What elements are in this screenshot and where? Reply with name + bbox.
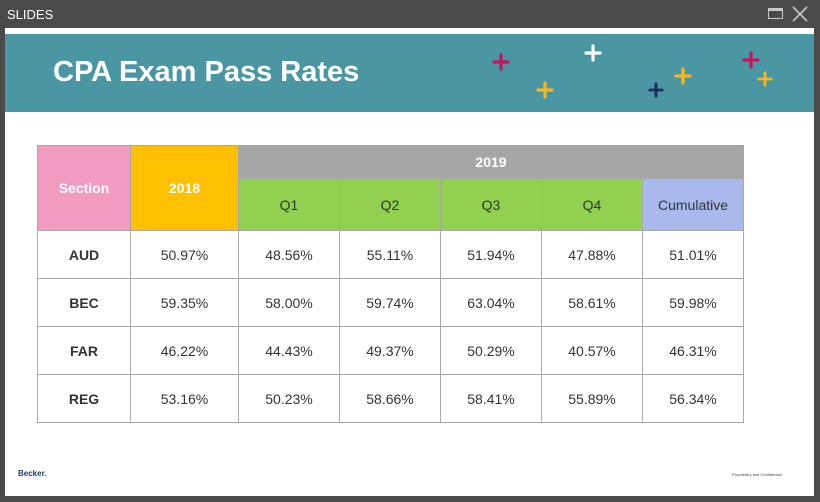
- cell-2018: 46.22%: [130, 326, 239, 375]
- plus-sparkle-icon: [742, 51, 760, 69]
- cell-cumulative: 59.98%: [642, 278, 744, 327]
- cell-cumulative: 51.01%: [642, 230, 744, 279]
- plus-sparkle-icon: [584, 44, 602, 62]
- table-row: AUD 50.97% 48.56% 55.11% 51.94% 47.88% 5…: [37, 230, 744, 279]
- plus-sparkle-icon: [757, 71, 773, 87]
- year-2018-header: 2018: [130, 145, 239, 231]
- plus-sparkle-icon: [648, 82, 664, 98]
- cell-q2: 55.11%: [339, 230, 441, 279]
- cell-q2: 58.66%: [339, 374, 441, 423]
- cell-q2: 59.74%: [339, 278, 441, 327]
- cumulative-header: Cumulative: [642, 178, 744, 231]
- maximize-icon: [768, 8, 783, 19]
- plus-sparkle-icon: [674, 67, 692, 85]
- cell-2018: 50.97%: [130, 230, 239, 279]
- q1-header: Q1: [238, 178, 340, 231]
- q2-header: Q2: [339, 178, 441, 231]
- cell-q3: 63.04%: [440, 278, 542, 327]
- cell-2018: 53.16%: [130, 374, 239, 423]
- table-row: FAR 46.22% 44.43% 49.37% 50.29% 40.57% 4…: [37, 326, 744, 375]
- slide-canvas: CPA Exam Pass Rates Section 2018 2019 Q1…: [5, 28, 814, 496]
- cell-cumulative: 46.31%: [642, 326, 744, 375]
- cell-q1: 50.23%: [238, 374, 340, 423]
- q4-header: Q4: [541, 178, 643, 231]
- cell-q3: 58.41%: [440, 374, 542, 423]
- cell-q4: 47.88%: [541, 230, 643, 279]
- cell-q1: 48.56%: [238, 230, 340, 279]
- close-button[interactable]: [791, 6, 809, 22]
- plus-sparkle-icon: [536, 81, 554, 99]
- q3-header: Q3: [440, 178, 542, 231]
- section-header: Section: [37, 145, 131, 231]
- cell-q4: 55.89%: [541, 374, 643, 423]
- table-row: BEC 59.35% 58.00% 59.74% 63.04% 58.61% 5…: [37, 278, 744, 327]
- row-section: REG: [37, 374, 131, 423]
- cell-q1: 44.43%: [238, 326, 340, 375]
- cell-q4: 40.57%: [541, 326, 643, 375]
- close-icon: [792, 6, 808, 22]
- cell-q2: 49.37%: [339, 326, 441, 375]
- table-row: REG 53.16% 50.23% 58.66% 58.41% 55.89% 5…: [37, 374, 744, 423]
- becker-logo: Becker.: [18, 469, 47, 478]
- row-section: FAR: [37, 326, 131, 375]
- pass-rates-table: Section 2018 2019 Q1 Q2 Q3 Q4 Cumulative…: [37, 145, 744, 423]
- cell-q3: 51.94%: [440, 230, 542, 279]
- window-title: SLIDES: [7, 7, 54, 22]
- cell-q3: 50.29%: [440, 326, 542, 375]
- cell-q1: 58.00%: [238, 278, 340, 327]
- slide-title: CPA Exam Pass Rates: [53, 56, 360, 88]
- plus-sparkle-icon: [492, 53, 510, 71]
- row-section: BEC: [37, 278, 131, 327]
- title-banner: CPA Exam Pass Rates: [5, 34, 814, 112]
- row-section: AUD: [37, 230, 131, 279]
- window-titlebar: SLIDES: [0, 0, 820, 28]
- cell-cumulative: 56.34%: [642, 374, 744, 423]
- maximize-button[interactable]: [766, 6, 784, 22]
- confidential-note: Proprietary and Confidential: [732, 472, 782, 477]
- cell-2018: 59.35%: [130, 278, 239, 327]
- cell-q4: 58.61%: [541, 278, 643, 327]
- year-2019-header: 2019: [238, 145, 744, 179]
